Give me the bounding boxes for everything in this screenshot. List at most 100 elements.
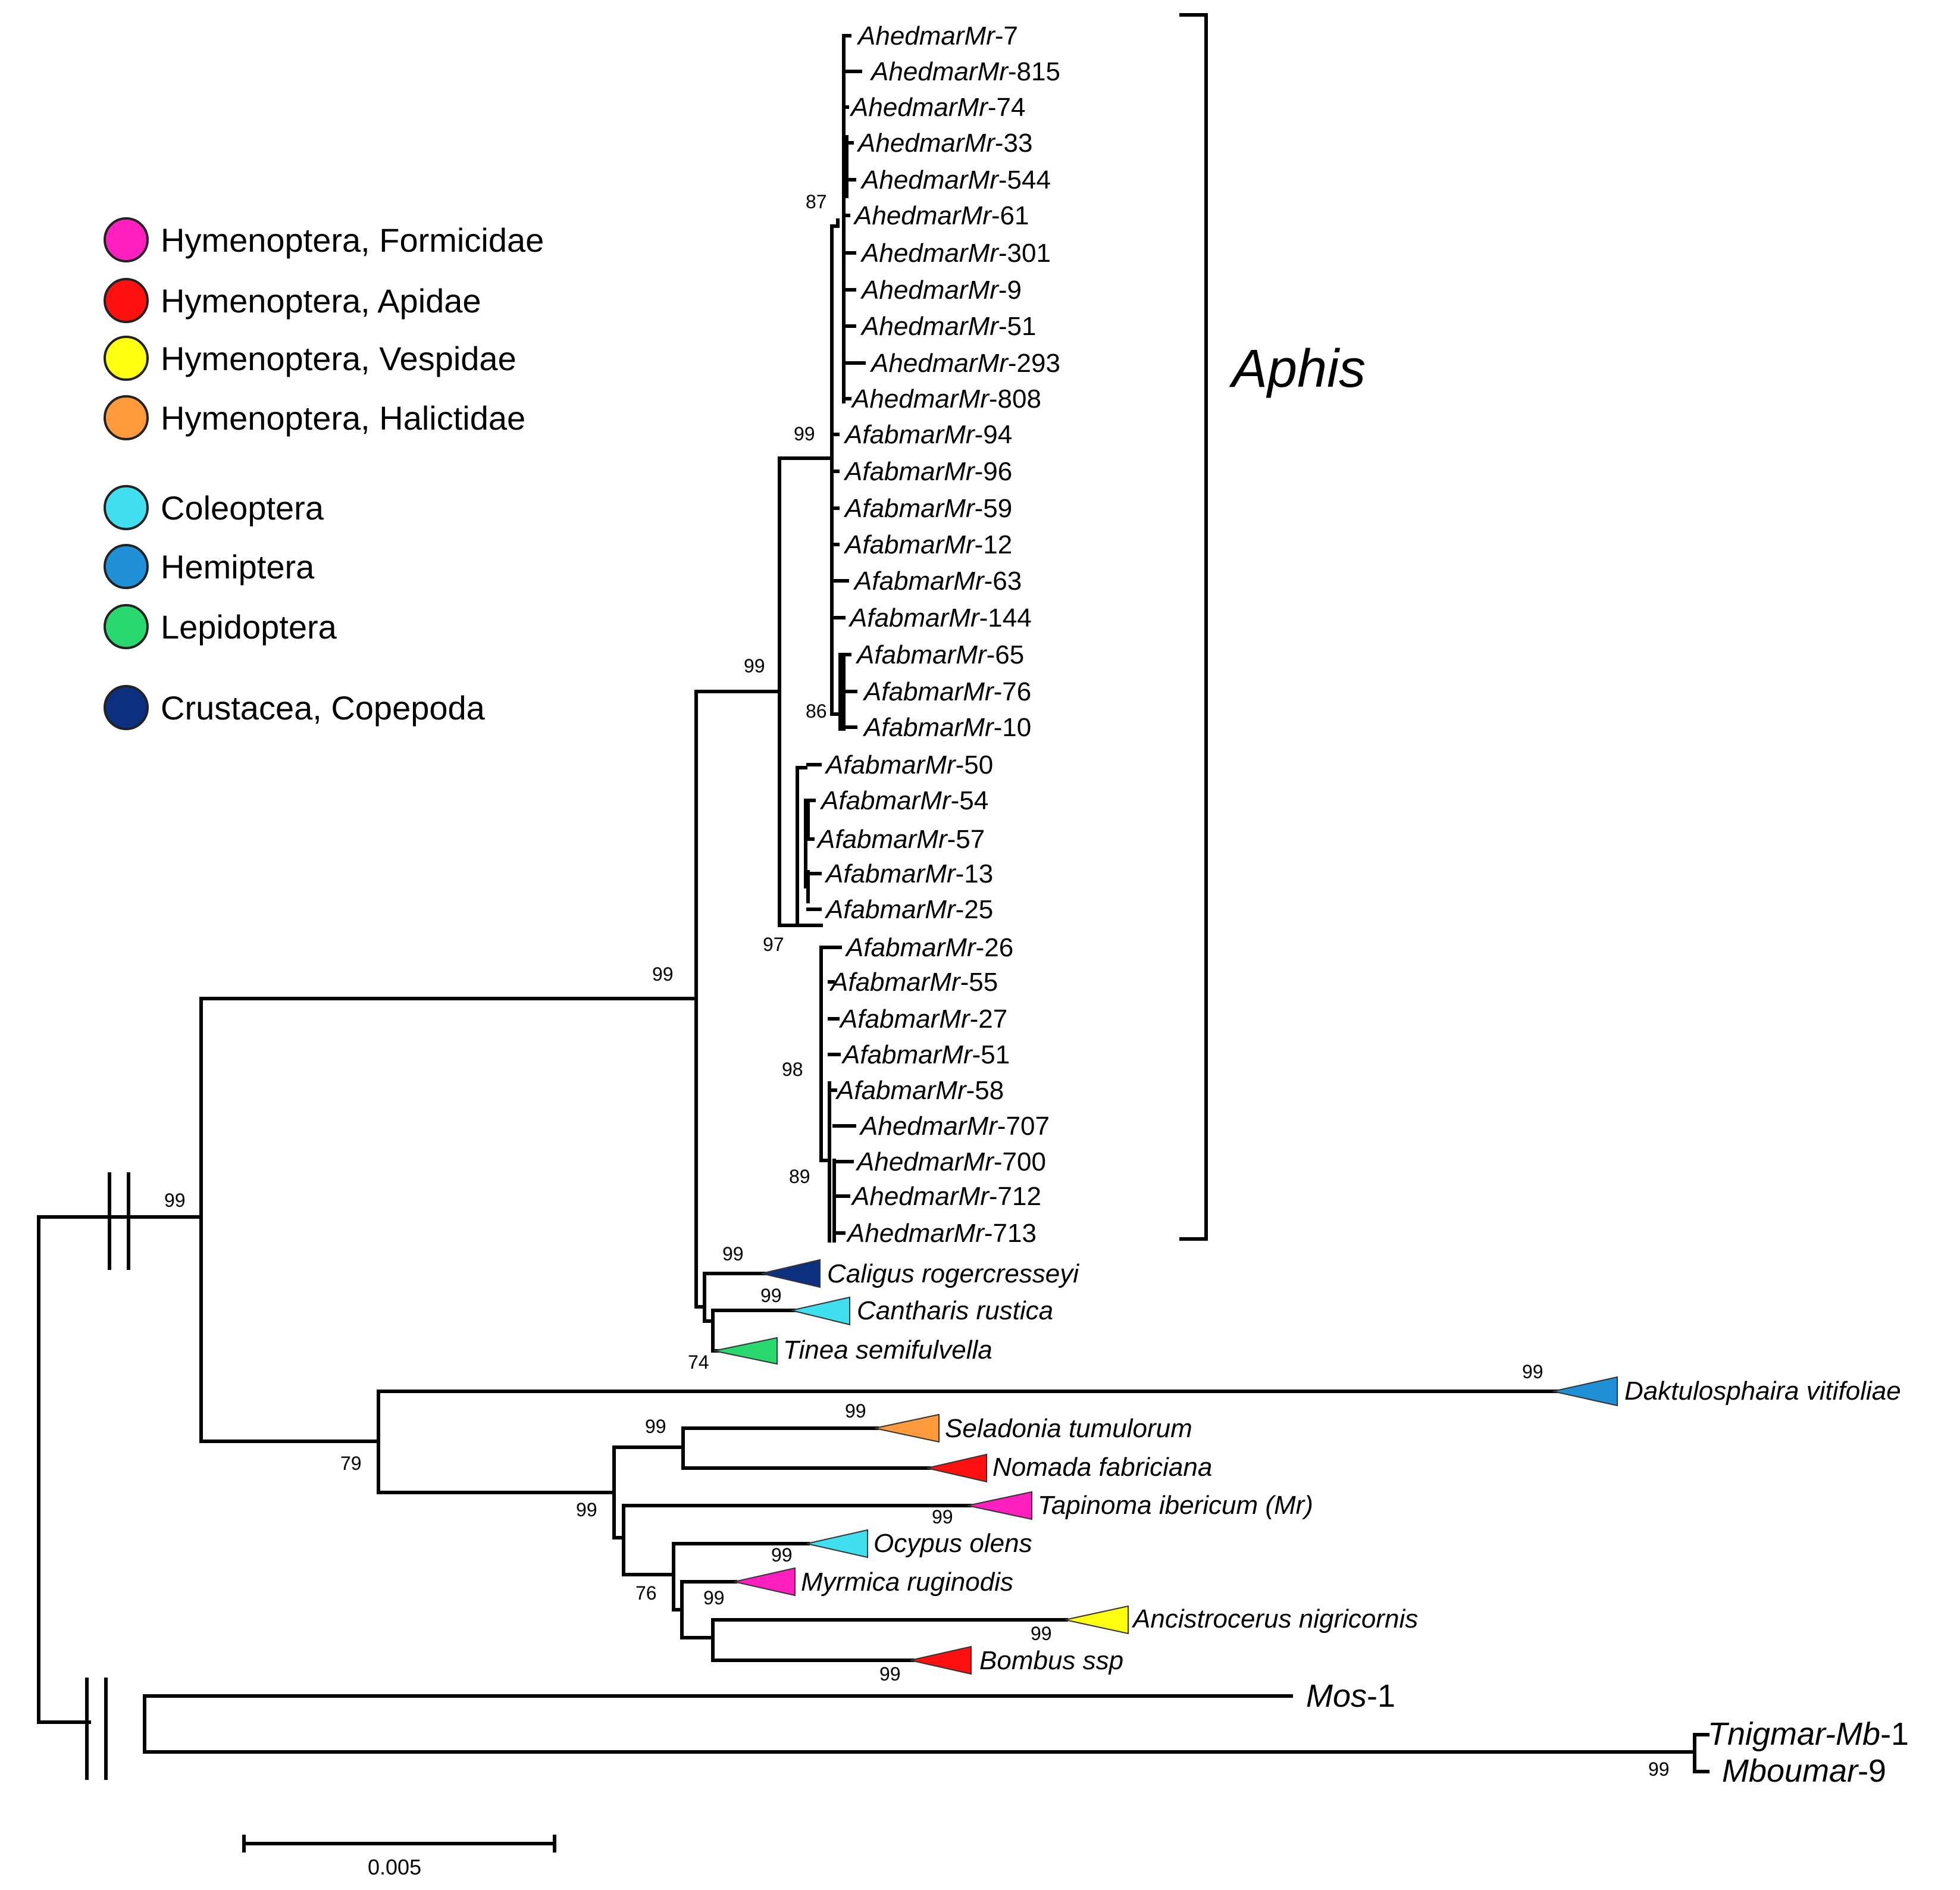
bootstrap-value: 99 xyxy=(760,1285,782,1306)
bootstrap-value: 99 xyxy=(1522,1361,1543,1382)
leaf-label: AhedmarMr-7 xyxy=(856,21,1018,51)
leaf-label: AhedmarMr-712 xyxy=(850,1182,1041,1211)
leaf-label: AhedmarMr-9 xyxy=(860,276,1022,305)
bootstrap-value: 99 xyxy=(879,1663,901,1685)
leaf-label: AfabmarMr-57 xyxy=(816,825,985,854)
leaf-label: AhedmarMr-544 xyxy=(860,165,1051,195)
leaf-label: AfabmarMr-144 xyxy=(848,603,1032,633)
bootstrap-value: 74 xyxy=(688,1351,709,1373)
clade-label: Caligus rogercresseyi xyxy=(827,1259,1079,1288)
legend-swatch xyxy=(105,279,148,322)
clade-label: Bombus ssp xyxy=(979,1646,1123,1675)
leaf-label: AfabmarMr-10 xyxy=(862,713,1031,742)
clade-triangle-bombus xyxy=(910,1647,971,1674)
leaf-label: AhedmarMr-33 xyxy=(856,129,1032,158)
legend-label: Hymenoptera, Formicidae xyxy=(161,221,544,259)
legend-item-coleoptera: Coleoptera xyxy=(105,486,324,529)
leaf-label: AhedmarMr-51 xyxy=(860,312,1036,341)
bootstrap-value: 99 xyxy=(1648,1758,1670,1780)
leaf-label: AhedmarMr-301 xyxy=(860,239,1051,268)
leaf-label: AfabmarMr-96 xyxy=(843,457,1012,486)
legend-swatch xyxy=(105,396,148,439)
leaf-label: AfabmarMr-13 xyxy=(824,859,993,888)
bootstrap-value: 99 xyxy=(164,1190,186,1211)
clade-triangle-tapinoma xyxy=(968,1492,1032,1519)
leaf-label: AfabmarMr-58 xyxy=(835,1076,1004,1105)
bootstrap-value: 97 xyxy=(763,934,784,955)
branch xyxy=(201,999,696,1441)
leaf-label: AfabmarMr-51 xyxy=(841,1040,1010,1069)
clade-triangle-ocypus xyxy=(807,1530,868,1557)
bootstrap-value: 99 xyxy=(1031,1623,1052,1644)
clade-label: Tapinoma ibericum (Mr) xyxy=(1038,1491,1313,1520)
legend-label: Hemiptera xyxy=(161,548,315,586)
leaf-label: AfabmarMr-65 xyxy=(855,640,1024,669)
branch-break xyxy=(109,1174,129,1268)
bootstrap-value: 87 xyxy=(806,191,827,212)
bootstrap-value: 99 xyxy=(645,1416,666,1437)
leaf-label: AhedmarMr-700 xyxy=(855,1147,1046,1176)
legend-item-formicidae: Hymenoptera, Formicidae xyxy=(105,218,544,261)
scale-bar: 0.005 xyxy=(244,1836,555,1879)
clade-label: Seladonia tumulorum xyxy=(945,1414,1192,1443)
aphis-clade-label: Aphis xyxy=(1229,339,1366,399)
leaf-label: AhedmarMr-713 xyxy=(846,1219,1037,1248)
clade-triangle-tinea xyxy=(714,1338,777,1364)
leaf-label: AfabmarMr-59 xyxy=(843,494,1012,523)
clade-triangle-myrmica xyxy=(734,1568,795,1595)
legend-swatch xyxy=(105,337,148,380)
clade-triangle-seladonia xyxy=(875,1415,939,1442)
legend-item-apidae: Hymenoptera, Apidae xyxy=(105,279,481,322)
outgroup-label: Mboumar-9 xyxy=(1722,1753,1886,1789)
scale-bar-label: 0.005 xyxy=(368,1855,421,1879)
bootstrap-value: 86 xyxy=(806,700,827,722)
clade-triangle-daktulosphaira xyxy=(1553,1377,1617,1406)
bootstrap-value: 79 xyxy=(340,1453,362,1474)
aphis-bracket xyxy=(1181,15,1206,1239)
branch xyxy=(145,1696,1695,1752)
leaf-label: AfabmarMr-94 xyxy=(843,420,1012,449)
scale-bar-line xyxy=(244,1836,555,1851)
legend-item-hemiptera: Hemiptera xyxy=(105,545,315,588)
bootstrap-value: 99 xyxy=(722,1243,744,1265)
branch xyxy=(696,691,779,1307)
bootstrap-value: 89 xyxy=(789,1166,810,1187)
leaf-label: AfabmarMr-26 xyxy=(844,933,1013,962)
bootstrap-value: 98 xyxy=(782,1059,803,1080)
bootstrap-value: 99 xyxy=(576,1499,597,1520)
branch xyxy=(1695,1735,1708,1772)
bootstrap-value: 76 xyxy=(635,1582,657,1604)
leaf-label: AfabmarMr-55 xyxy=(829,968,998,997)
legend-item-halictidae: Hymenoptera, Halictidae xyxy=(105,396,525,439)
leaf-label: AfabmarMr-12 xyxy=(843,530,1012,559)
legend-label: Hymenoptera, Apidae xyxy=(161,282,481,320)
clade-label: Daktulosphaira vitifoliae xyxy=(1624,1376,1901,1406)
leaf-label: AhedmarMr-808 xyxy=(850,384,1041,414)
clade-triangle-ancistrocerus xyxy=(1065,1606,1128,1634)
clade-triangle-cantharis xyxy=(791,1297,850,1325)
leaf-label: AfabmarMr-63 xyxy=(853,567,1022,596)
clade-label: Ancistrocerus nigricornis xyxy=(1131,1604,1418,1634)
legend-swatch xyxy=(105,218,148,261)
outgroup-labels: Mos-1 Tnigmar-Mb-1 Mboumar-9 xyxy=(1306,1678,1909,1789)
branch-break xyxy=(87,1679,106,1778)
leaf-label: AhedmarMr-815 xyxy=(869,57,1060,86)
leaf-label: AhedmarMr-61 xyxy=(853,201,1029,230)
legend-swatch xyxy=(105,486,148,529)
legend-item-vespidae: Hymenoptera, Vespidae xyxy=(105,337,516,380)
clade-label: Myrmica ruginodis xyxy=(801,1567,1013,1597)
outgroup-label: Mos-1 xyxy=(1306,1678,1395,1714)
legend-swatch xyxy=(105,686,148,729)
leaf-label: AfabmarMr-76 xyxy=(862,677,1031,706)
branch xyxy=(683,1428,929,1468)
bootstrap-value: 99 xyxy=(744,655,765,677)
clade-label: Nomada fabriciana xyxy=(992,1453,1212,1482)
legend-swatch xyxy=(105,605,148,648)
legend-swatch xyxy=(105,545,148,588)
leaf-label: AfabmarMr-54 xyxy=(819,786,988,815)
legend: Hymenoptera, Formicidae Hymenoptera, Api… xyxy=(105,218,544,729)
clade-triangle-caligus xyxy=(762,1260,820,1287)
bootstrap-value: 99 xyxy=(845,1400,866,1422)
branch xyxy=(39,1217,201,1722)
leaf-label: AfabmarMr-25 xyxy=(824,895,993,924)
